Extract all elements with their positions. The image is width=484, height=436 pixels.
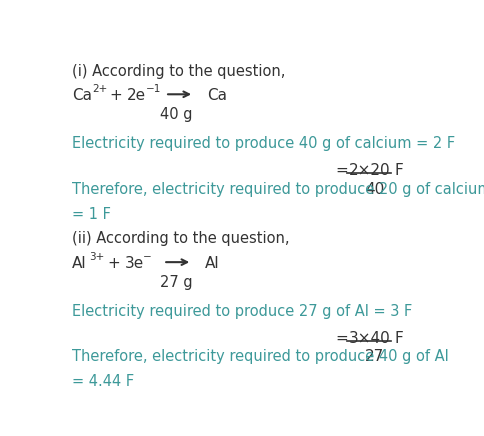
Text: +: + [109, 88, 122, 103]
Text: = 4.44 F: = 4.44 F [72, 374, 134, 389]
Text: F: F [393, 163, 402, 178]
Text: −: − [142, 252, 151, 262]
Text: Therefore, electricity required to produce 40 g of Al: Therefore, electricity required to produ… [72, 349, 448, 364]
Text: 2e: 2e [126, 88, 145, 103]
Text: 3×40: 3×40 [348, 331, 390, 346]
Text: Al: Al [72, 256, 86, 271]
Text: 3e: 3e [124, 256, 143, 271]
Text: Electricity required to produce 40 g of calcium = 2 F: Electricity required to produce 40 g of … [72, 136, 454, 151]
Text: +: + [107, 256, 120, 271]
Text: =: = [334, 331, 347, 346]
Text: =: = [334, 163, 347, 178]
Text: 2×20: 2×20 [348, 163, 390, 178]
Text: 27 g: 27 g [160, 275, 193, 290]
Text: Therefore, electricity required to produce 20 g of calcium: Therefore, electricity required to produ… [72, 181, 484, 197]
Text: Ca: Ca [207, 88, 227, 103]
Text: F: F [393, 331, 402, 346]
Text: 40 g: 40 g [160, 107, 192, 122]
Text: (i) According to the question,: (i) According to the question, [72, 64, 285, 79]
Text: = 1 F: = 1 F [72, 207, 110, 222]
Text: (ii) According to the question,: (ii) According to the question, [72, 231, 289, 246]
Text: Ca: Ca [72, 88, 91, 103]
Text: Al: Al [205, 256, 220, 271]
Text: −1: −1 [146, 84, 161, 94]
Text: 3+: 3+ [90, 252, 105, 262]
Text: 2+: 2+ [91, 84, 107, 94]
Text: 27: 27 [364, 349, 383, 364]
Text: Electricity required to produce 27 g of Al = 3 F: Electricity required to produce 27 g of … [72, 304, 411, 319]
Text: 40: 40 [364, 181, 383, 197]
